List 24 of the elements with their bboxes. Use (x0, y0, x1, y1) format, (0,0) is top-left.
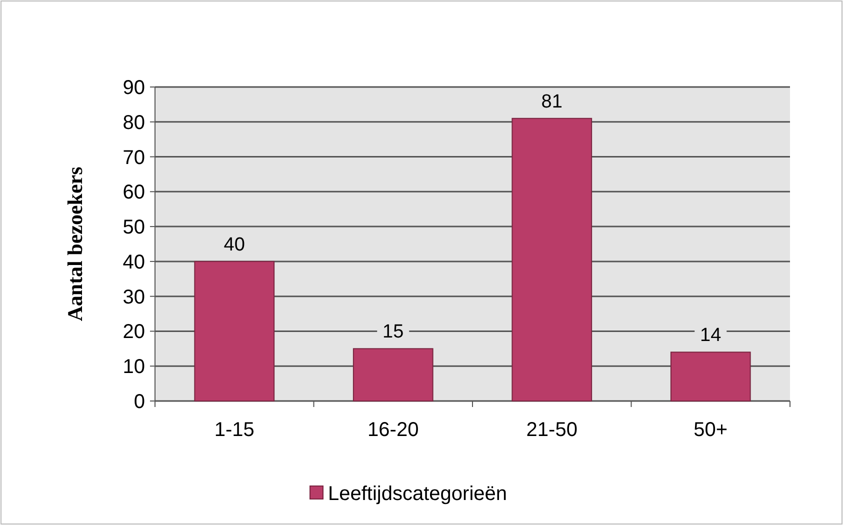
data-label: 15 (382, 322, 404, 343)
y-tick-label: 50 (122, 216, 145, 239)
y-tick-label: 90 (122, 77, 145, 99)
y-tick-label: 0 (134, 391, 145, 413)
y-tick-label: 70 (122, 146, 145, 169)
x-tick-label: 1-15 (214, 419, 254, 441)
y-axis-title: Aantal bezoekers (63, 166, 87, 322)
x-tick-label: 50+ (694, 419, 728, 441)
y-tick-label: 20 (122, 321, 145, 344)
x-tick-label: 16-20 (368, 419, 419, 441)
y-tick-label: 40 (122, 251, 145, 274)
y-tick-label: 30 (122, 286, 145, 308)
data-label: 81 (541, 91, 562, 112)
bar (670, 352, 751, 402)
bar (194, 260, 275, 402)
bar (352, 348, 434, 402)
y-tick-label: 60 (122, 182, 145, 204)
data-label: 14 (700, 325, 722, 346)
y-tick-label: 80 (122, 112, 145, 134)
y-tick-label: 10 (122, 356, 145, 378)
x-tick-label: 21-50 (526, 419, 578, 441)
legend-label: Leeftijdscategorieën (328, 483, 508, 505)
bar (512, 118, 592, 402)
data-label: 40 (224, 234, 245, 256)
